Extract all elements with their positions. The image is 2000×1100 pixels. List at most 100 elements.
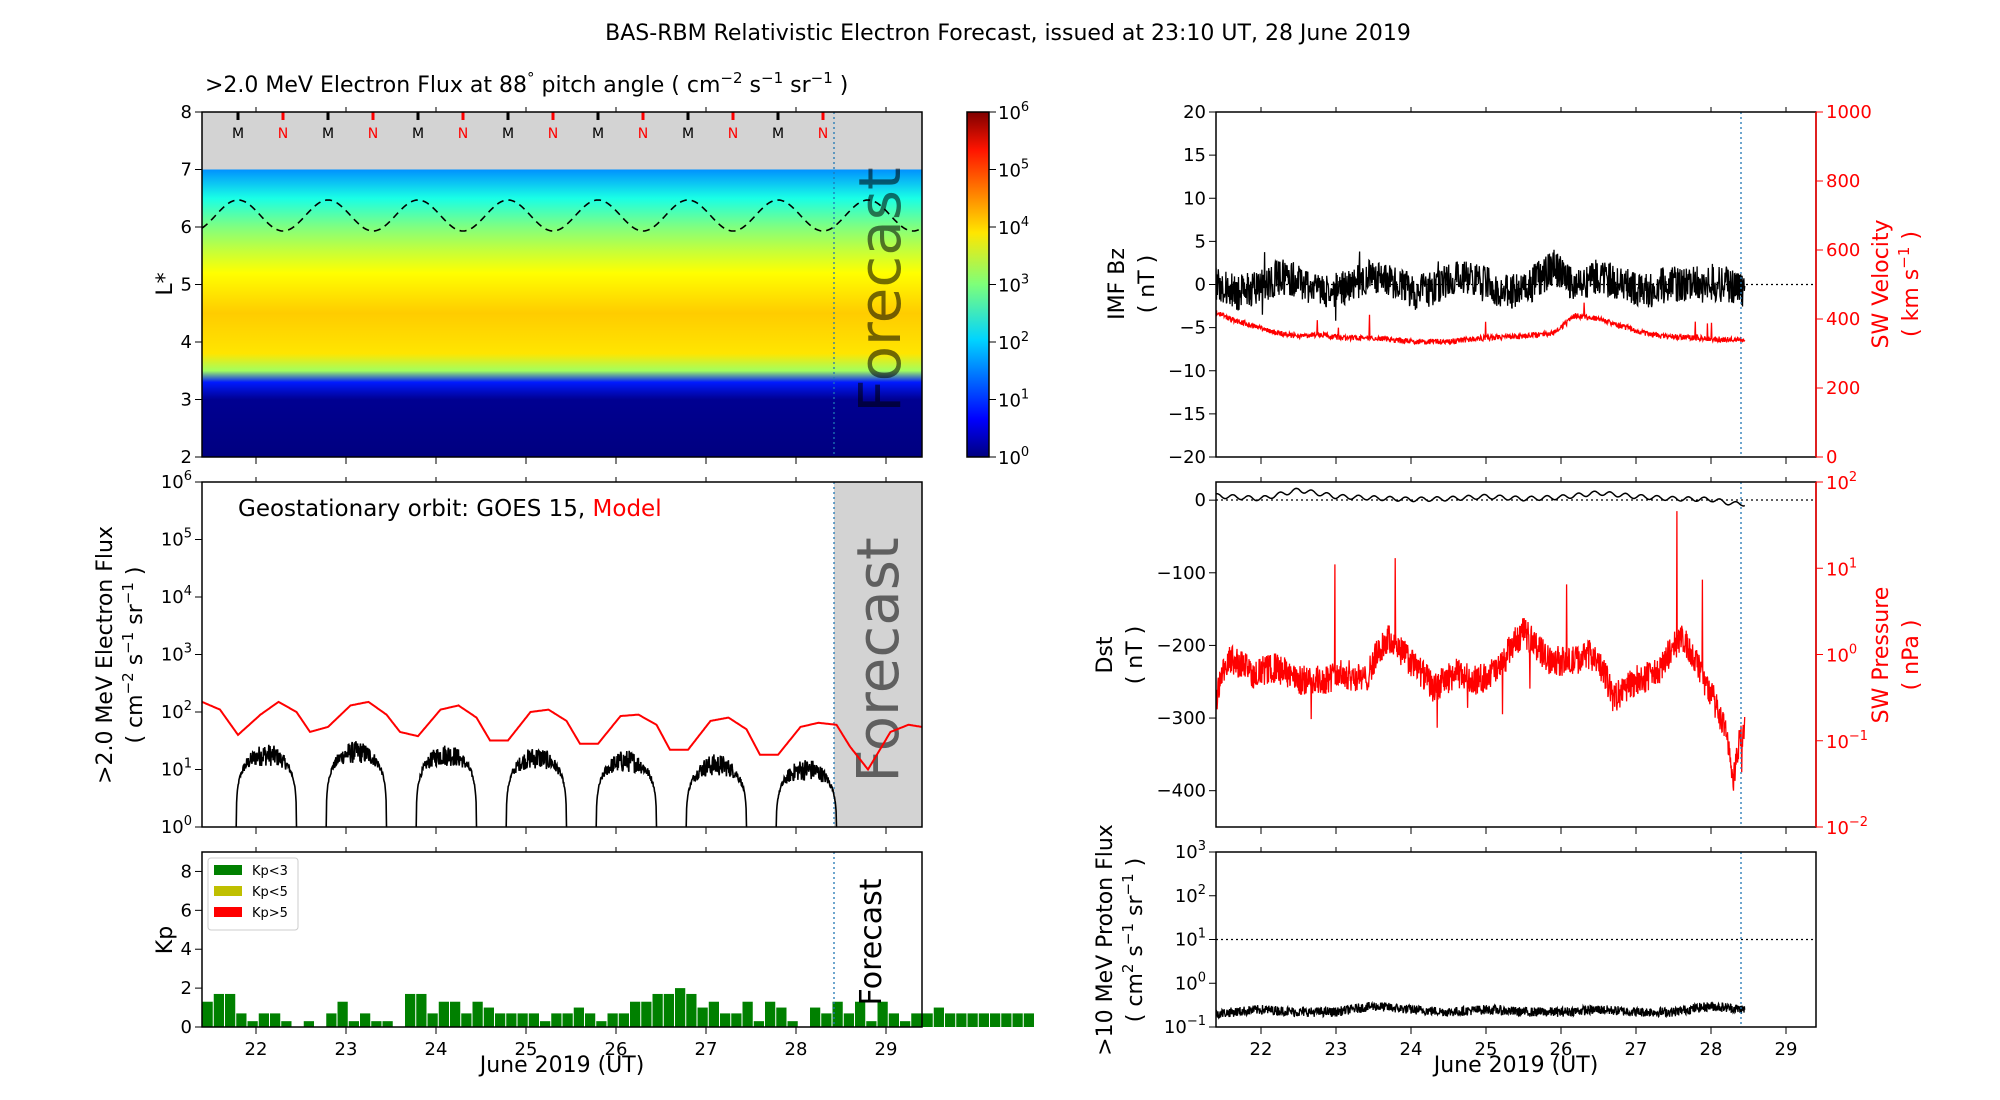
geo-annotation: Geostationary orbit: GOES 15, Model (238, 496, 662, 522)
y-tick-exp: 4 (184, 584, 192, 599)
sw-pressure-tick: 100 (1816, 643, 1857, 667)
dst-ylabel-line2: ( nT ) (1123, 626, 1148, 685)
geo-ylabel-line1: >2.0 MeV Electron Flux (93, 526, 118, 784)
kp-bar (528, 1013, 539, 1027)
kp-bar (405, 993, 416, 1027)
kp-bar (956, 1013, 967, 1027)
x-tick-label: 27 (1625, 1039, 1648, 1060)
sw-pressure-ylabel-line1: SW Pressure (1869, 587, 1894, 724)
dst-ylabel-line1: Dst (1093, 636, 1118, 673)
dst-line (1216, 487, 1746, 507)
x-tick-label: 24 (425, 1039, 448, 1060)
kp-bar (562, 1013, 573, 1027)
kp-bar (776, 1007, 787, 1027)
legend-swatch-icon (214, 865, 242, 875)
mn-label: N (818, 126, 828, 142)
x-tick-label: 25 (1475, 1039, 1498, 1060)
kp-bar (258, 1013, 269, 1027)
sw-velocity-y-ticks: 0 200 400 600 800 1000 (1816, 102, 1872, 468)
y-tick-label: −100 (1157, 563, 1206, 584)
kp-bar (303, 1021, 314, 1027)
color-scale-icon (966, 111, 990, 458)
y-tick-label: 2 (181, 978, 192, 999)
kp-bar (765, 1001, 776, 1027)
kp-bar (708, 1001, 719, 1027)
y-tick-label: 101 (1175, 927, 1206, 951)
imf-panel: −20 −15 −10 −5 0 5 10 15 20 0 200 400 600 800 1000 IM… (1105, 102, 1924, 468)
kp-bar (337, 1001, 348, 1027)
y-tick-label: 4 (181, 332, 192, 353)
y-tick-label: 0 (1195, 490, 1206, 511)
y-tick-label: −200 (1157, 635, 1206, 656)
kp-bar (427, 1013, 438, 1027)
kp-bar (787, 1021, 798, 1027)
mn-label: N (548, 126, 558, 142)
y-tick-exp: 3 (184, 642, 192, 657)
imf-ylabel-line2: ( nT ) (1135, 255, 1160, 314)
svg-text:100: 100 (1826, 643, 1857, 667)
kp-bar (225, 993, 236, 1027)
kp-bar (888, 1013, 899, 1027)
y-tick-base: 10 (161, 472, 184, 493)
kp-bar (461, 1013, 472, 1027)
y-tick-base: 10 (1175, 886, 1198, 907)
geo-observed-arc (235, 744, 298, 827)
geo-ylabel-line2: ( cm−2 s−1 sr−1 ) (119, 566, 148, 743)
kp-bar (483, 1007, 494, 1027)
x-tick-label: 28 (1700, 1039, 1723, 1060)
x-tick-label: 26 (1550, 1039, 1573, 1060)
proton-xlabel: June 2019 (UT) (1432, 1053, 1599, 1078)
kp-legend-label: Kp>5 (252, 906, 288, 921)
kp-bars (202, 988, 1034, 1027)
kp-bar (843, 1013, 854, 1027)
legend-swatch-icon (214, 886, 242, 896)
mn-label: M (232, 126, 244, 142)
kp-bar (675, 988, 686, 1027)
kp-bar (945, 1013, 956, 1027)
y-tick-base: 10 (1175, 973, 1198, 994)
proton-ylabel-line1: >10 MeV Proton Flux (1093, 824, 1118, 1056)
y-tick-label: 10−1 (1164, 1014, 1206, 1038)
dst-x-ticks (1260, 477, 1787, 834)
sw-pressure-line (1216, 511, 1746, 791)
kp-bar (573, 1007, 584, 1027)
y-tick-label: 104 (161, 584, 192, 608)
geo-observed-arc (775, 760, 838, 827)
mn-label: M (772, 126, 784, 142)
heatmap-dashed-contour (201, 199, 923, 232)
heatmap-ylabel: L* (153, 272, 178, 295)
x-tick-label: 23 (1325, 1039, 1348, 1060)
y-tick-label: 6 (181, 900, 192, 921)
kp-bar (326, 1013, 337, 1027)
y-tick-label: −10 (1168, 361, 1206, 382)
geo-forecast-shade (834, 482, 922, 827)
proton-flux-line (1216, 1000, 1746, 1020)
colorbar-tick: 106 (989, 100, 1029, 124)
y-tick-label: 5 (181, 275, 192, 296)
kp-bar (810, 1007, 821, 1027)
kp-bar (618, 1013, 629, 1027)
dst-frame (1215, 481, 1817, 828)
kp-bar (663, 993, 674, 1027)
svg-text:102: 102 (998, 330, 1029, 354)
kp-bar (438, 1001, 449, 1027)
geo-observed-arc (325, 741, 388, 827)
kp-bar (596, 1021, 607, 1027)
svg-text:102: 102 (1826, 470, 1857, 494)
x-tick-label: 27 (695, 1039, 718, 1060)
kp-bar (877, 1001, 888, 1027)
y-tick-exp: 3 (1198, 839, 1206, 854)
kp-bar (607, 1013, 618, 1027)
y-tick-label: 8 (181, 861, 192, 882)
y-tick-exp: 0 (1198, 970, 1206, 985)
y-tick-exp: −1 (1187, 1014, 1206, 1029)
y-tick-label: −15 (1168, 404, 1206, 425)
mn-label: N (728, 126, 738, 142)
figure-title: BAS-RBM Relativistic Electron Forecast, … (605, 21, 1411, 46)
svg-text:10−2: 10−2 (1826, 815, 1868, 839)
kp-bar (540, 1021, 551, 1027)
kp-bar (641, 1001, 652, 1027)
